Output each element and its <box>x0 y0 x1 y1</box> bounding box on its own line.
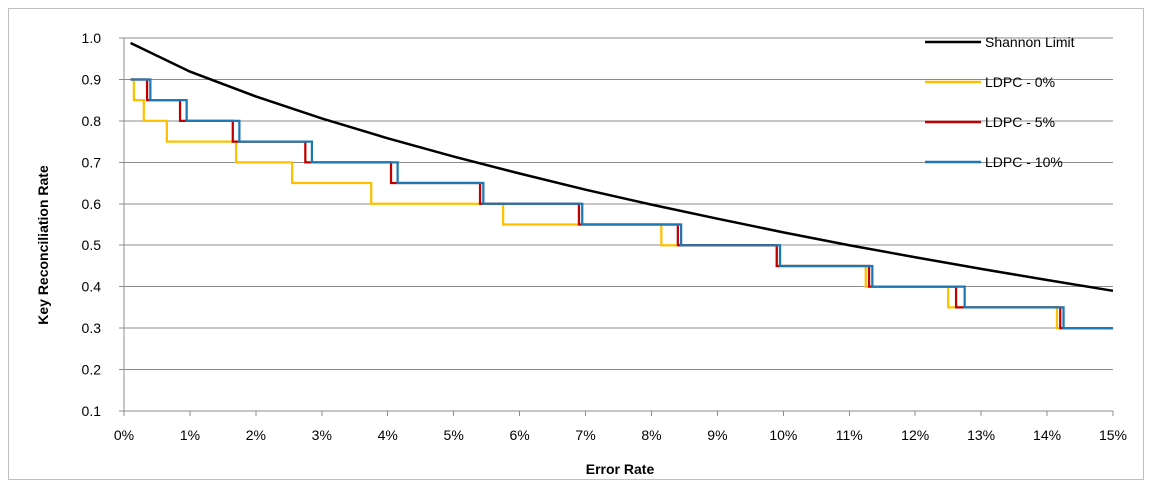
x-tick-label: 8% <box>641 427 661 443</box>
x-tick-label: 5% <box>444 427 464 443</box>
x-tick-label: 2% <box>246 427 266 443</box>
x-tick-label: 15% <box>1099 427 1127 443</box>
y-tick-label: 1.0 <box>82 30 102 46</box>
legend-label: LDPC - 0% <box>985 74 1055 90</box>
y-tick-label: 0.5 <box>82 237 102 253</box>
legend-label: Shannon Limit <box>985 34 1075 50</box>
y-tick-label: 0.6 <box>82 196 102 212</box>
tick-labels: 0.1 0.2 0.3 0.4 0.5 0.6 0.7 0.8 0.9 1.0 0% 1% 2% 3% 4%… <box>82 30 1127 443</box>
x-tick-label: 9% <box>707 427 727 443</box>
x-tick-label: 0% <box>114 427 134 443</box>
legend-label: LDPC - 5% <box>985 114 1055 130</box>
x-tick-label: 14% <box>1033 427 1061 443</box>
y-tick-label: 0.4 <box>82 279 102 295</box>
x-tick-label: 6% <box>509 427 529 443</box>
series-group <box>131 43 1113 328</box>
y-tick-label: 0.2 <box>82 362 102 378</box>
x-tick-label: 11% <box>836 427 863 443</box>
x-tick-label: 4% <box>378 427 398 443</box>
y-tick-label: 0.1 <box>82 403 102 419</box>
x-tick-label: 10% <box>769 427 797 443</box>
y-tick-label: 0.8 <box>82 113 102 129</box>
x-tick-label: 1% <box>180 427 200 443</box>
y-axis-title: Key Reconciliation Rate <box>35 165 51 325</box>
x-tick-label: 12% <box>901 427 929 443</box>
y-tick-label: 0.7 <box>82 154 102 170</box>
y-tick-label: 0.3 <box>82 320 102 336</box>
x-tick-label: 3% <box>312 427 332 443</box>
x-tick-label: 13% <box>967 427 995 443</box>
x-axis-title: Error Rate <box>586 461 655 477</box>
y-tick-label: 0.9 <box>82 71 102 87</box>
legend: Shannon Limit LDPC - 0% LDPC - 5% LDPC - 10… <box>925 34 1075 170</box>
axes <box>119 38 1113 416</box>
x-tick-label: 7% <box>575 427 595 443</box>
series-line-shannon-limit <box>131 43 1113 291</box>
legend-label: LDPC - 10% <box>985 154 1063 170</box>
